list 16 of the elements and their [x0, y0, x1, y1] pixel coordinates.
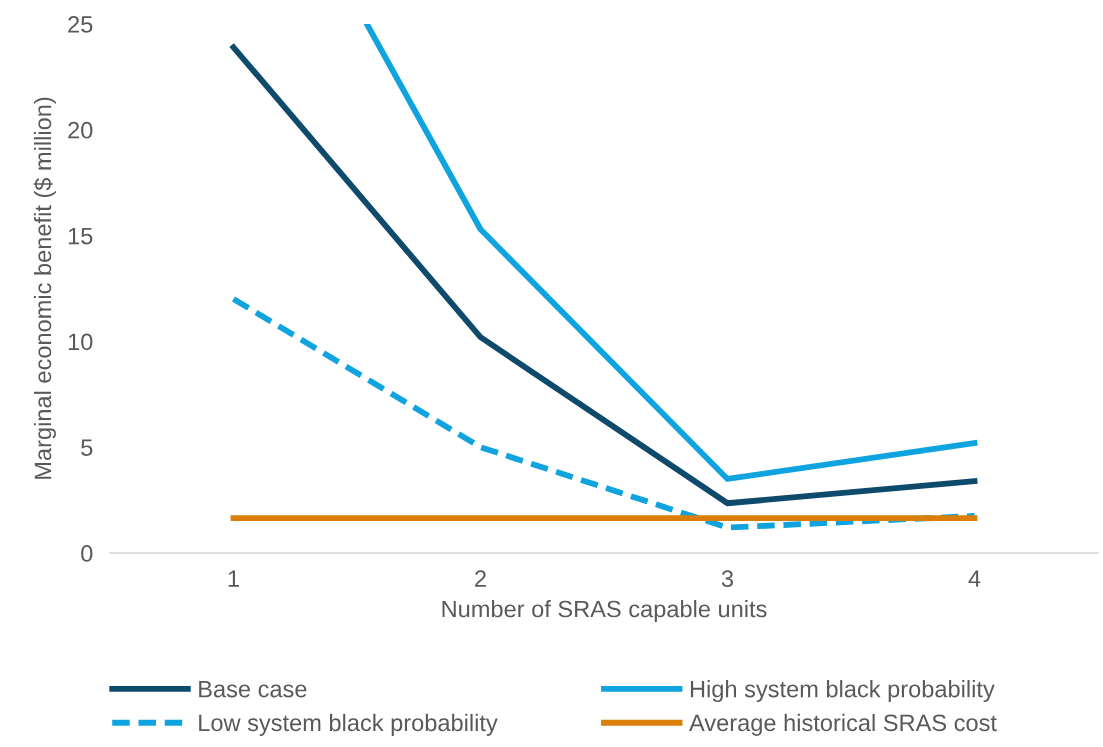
legend-label: Low system black probability [199, 713, 498, 736]
y-axis-title: Marginal economic benefit ($ million) [33, 97, 56, 479]
legend-label: Base case [199, 680, 307, 698]
legend-label: High system black probability [690, 680, 995, 703]
x-tick-label: 4 [968, 570, 981, 587]
y-tick-label: 0 [81, 545, 93, 562]
y-tick-label: 15 [68, 227, 93, 245]
y-tick-label: 10 [68, 333, 93, 351]
x-axis-title: Number of SRAS capable units [442, 600, 767, 623]
y-tick-label: 20 [68, 121, 93, 139]
x-tick-label: 1 [228, 570, 239, 587]
x-tick-label: 3 [721, 570, 734, 588]
x-tick-label: 2 [475, 570, 486, 587]
legend-label: Average historical SRAS cost [689, 713, 997, 736]
y-tick-label: 25 [68, 16, 93, 33]
y-tick-label: 5 [81, 439, 93, 456]
